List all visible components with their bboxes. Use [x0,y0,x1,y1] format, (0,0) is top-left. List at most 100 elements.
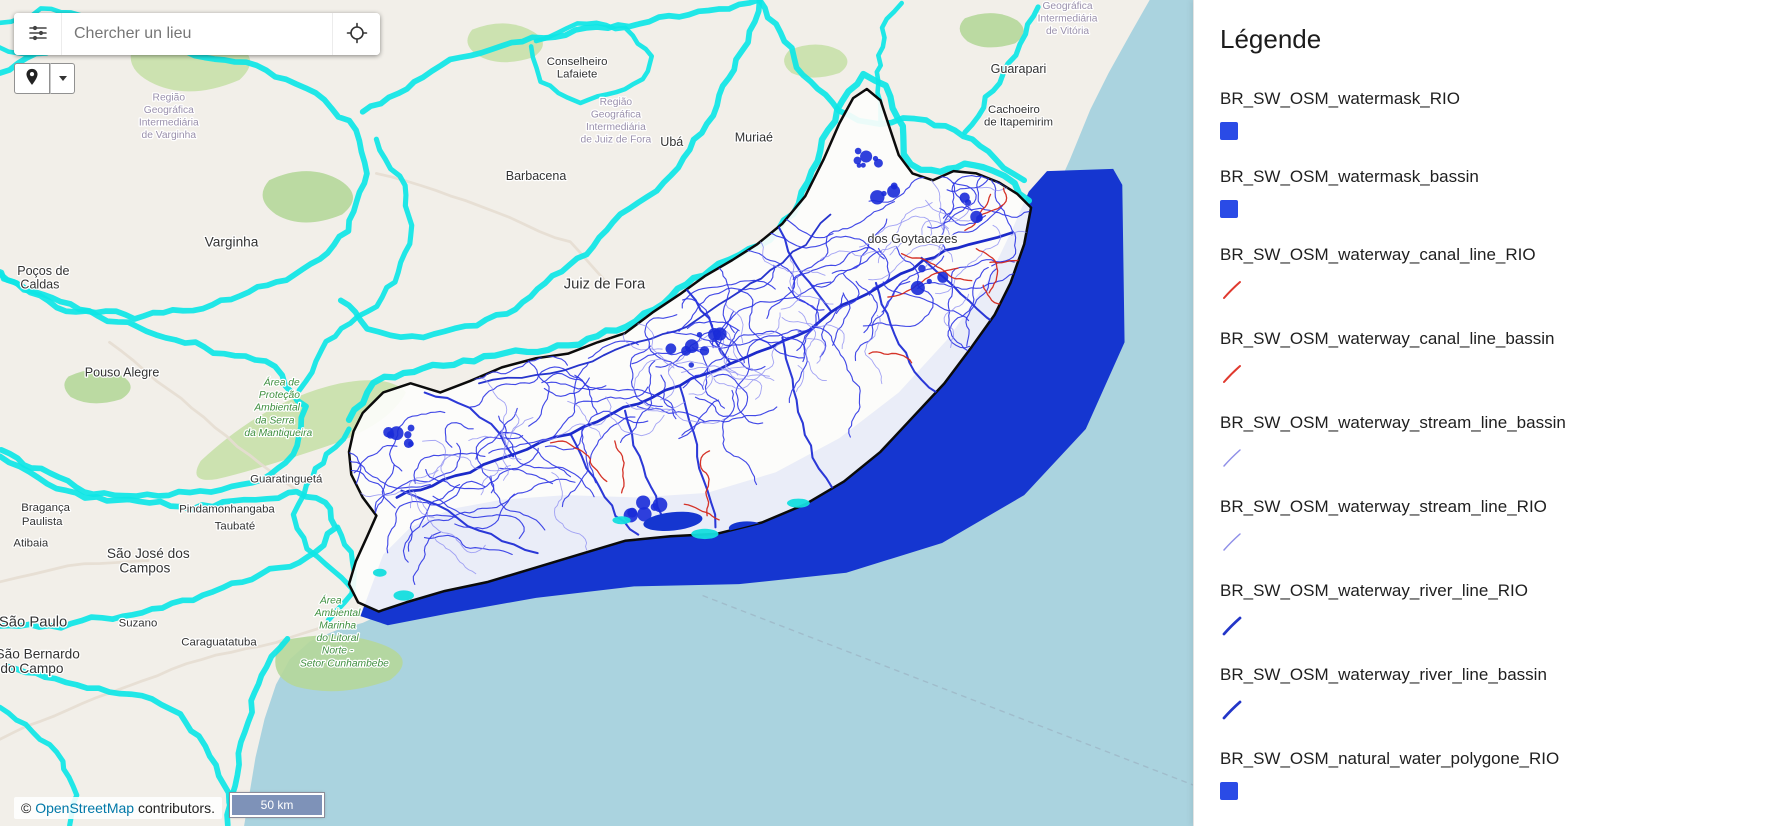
legend-item-label: BR_SW_OSM_waterway_canal_line_RIO [1220,245,1536,264]
svg-text:da Mantiqueira: da Mantiqueira [244,428,312,439]
legend-swatch-line [1223,449,1241,467]
crosshair-icon [346,22,368,47]
add-marker-button[interactable] [14,63,50,94]
svg-text:Poços de: Poços de [17,264,69,278]
svg-text:Área de: Área de [263,376,300,389]
legend-swatch-square [1220,782,1238,800]
legend-item-label: BR_SW_OSM_waterway_river_line_bassin [1220,665,1547,684]
legend-swatch-square [1220,200,1238,218]
attribution-prefix: © [21,800,36,816]
svg-text:Guarapari: Guarapari [991,62,1047,76]
legend-item: BR_SW_OSM_watermask_RIO [1220,89,1768,140]
svg-text:Intermediária: Intermediária [586,122,646,133]
scale-bar: 50 km [229,792,325,818]
svg-text:Campos: Campos [119,561,170,576]
legend-item-label: BR_SW_OSM_watermask_RIO [1220,89,1460,108]
svg-text:Proteção: Proteção [259,390,300,401]
locate-button[interactable] [333,13,380,55]
svg-text:Guaratinguetá: Guaratinguetá [250,474,323,486]
svg-text:Intermediária: Intermediária [1038,14,1098,25]
legend-panel: Légende BR_SW_OSM_watermask_RIO BR_SW_OSM… [1193,0,1788,826]
svg-text:Setor Cunhambebe: Setor Cunhambebe [300,658,389,669]
coastal-lagoons [372,498,810,601]
search-bar [14,13,380,55]
svg-text:Caldas: Caldas [20,278,59,292]
svg-text:Muriaé: Muriaé [735,130,773,144]
svg-text:São Bernardo: São Bernardo [0,646,80,661]
legend-item: BR_SW_OSM_waterway_stream_line_RIO [1220,497,1768,554]
svg-text:Ambiental: Ambiental [253,403,300,414]
legend-items: BR_SW_OSM_watermask_RIO BR_SW_OSM_waterma… [1220,89,1768,800]
legend-item: BR_SW_OSM_waterway_river_line_bassin [1220,665,1768,722]
legend-item-label: BR_SW_OSM_natural_water_polygone_RIO [1220,749,1560,768]
sliders-icon [27,22,49,47]
svg-text:Atibaia: Atibaia [13,537,48,549]
svg-text:Região: Região [153,92,186,103]
svg-text:de Varginha: de Varginha [142,130,197,141]
svg-text:Ubá: Ubá [660,135,683,149]
svg-text:de Itapemirim: de Itapemirim [984,116,1053,128]
legend-item: BR_SW_OSM_waterway_canal_line_RIO [1220,245,1768,302]
svg-text:Caraguatatuba: Caraguatatuba [181,637,257,649]
legend-item-label: BR_SW_OSM_watermask_bassin [1220,167,1479,186]
svg-text:Varginha: Varginha [205,234,259,249]
legend-swatch-line [1222,700,1242,720]
marker-dropdown-button[interactable] [50,63,75,94]
legend-item-label: BR_SW_OSM_waterway_stream_line_bassin [1220,413,1566,432]
attribution: © OpenStreetMap contributors. [14,797,222,819]
svg-text:da Serra: da Serra [255,415,295,426]
osm-link[interactable]: OpenStreetMap [35,800,135,816]
legend-item-label: BR_SW_OSM_waterway_river_line_RIO [1220,581,1528,600]
svg-text:Paulista: Paulista [22,516,63,528]
legend-swatch-square [1220,122,1238,140]
svg-text:Geográfica: Geográfica [144,105,194,116]
legend-item: BR_SW_OSM_waterway_river_line_RIO [1220,581,1768,638]
svg-text:São José dos: São José dos [107,546,190,561]
svg-text:Taubaté: Taubaté [215,520,256,532]
svg-text:dos Goytacazes: dos Goytacazes [868,232,958,246]
map-area[interactable]: Região Geográfica Intermediária de Varginha… [0,0,1193,826]
svg-text:de Vitória: de Vitória [1046,26,1089,37]
svg-text:do Campo: do Campo [0,661,63,676]
marker-control [14,63,75,94]
scale-bar-label: 50 km [260,798,294,812]
legend-item: BR_SW_OSM_natural_water_polygone_RIO [1220,749,1768,800]
legend-item: BR_SW_OSM_waterway_canal_line_bassin [1220,329,1768,386]
layers-menu-button[interactable] [14,13,61,55]
legend-swatch-line [1223,533,1241,551]
legend-item: BR_SW_OSM_waterway_stream_line_bassin [1220,413,1768,470]
svg-text:Ambiental: Ambiental [314,608,361,619]
svg-text:Cachoeiro: Cachoeiro [988,104,1040,116]
svg-text:Geográfica: Geográfica [1042,1,1092,12]
svg-text:Juiz de Fora: Juiz de Fora [564,277,646,293]
svg-text:Barbacena: Barbacena [506,169,567,183]
maritime-boundary-line [702,594,1193,786]
svg-text:Pindamonhangaba: Pindamonhangaba [179,503,275,515]
legend-swatch-line [1222,616,1242,636]
legend-title: Légende [1220,24,1322,54]
svg-text:Norte -: Norte - [322,646,354,657]
legend-item-label: BR_SW_OSM_waterway_canal_line_bassin [1220,329,1555,348]
attribution-suffix: contributors. [134,800,215,816]
svg-text:de Juiz de Fora: de Juiz de Fora [581,135,652,146]
legend-item-label: BR_SW_OSM_waterway_stream_line_RIO [1220,497,1547,516]
svg-text:Pouso Alegre: Pouso Alegre [85,365,160,379]
svg-text:Conselheiro: Conselheiro [547,56,608,68]
svg-text:Intermediária: Intermediária [139,117,199,128]
legend-item: BR_SW_OSM_watermask_bassin [1220,167,1768,218]
svg-text:do Litoral: do Litoral [317,633,360,644]
svg-text:Suzano: Suzano [119,617,158,629]
svg-text:Lafaiete: Lafaiete [557,69,598,81]
legend-swatch-line [1223,281,1241,299]
legend-swatch-line [1223,365,1241,383]
svg-text:Geográfica: Geográfica [591,110,641,121]
svg-text:Marinha: Marinha [319,621,356,632]
svg-text:Bragança: Bragança [21,502,70,514]
chevron-down-icon [58,76,67,81]
svg-text:Região: Região [600,97,633,108]
svg-text:São Paulo: São Paulo [0,614,67,630]
search-input[interactable] [61,13,333,55]
map-pin-icon [25,68,39,89]
